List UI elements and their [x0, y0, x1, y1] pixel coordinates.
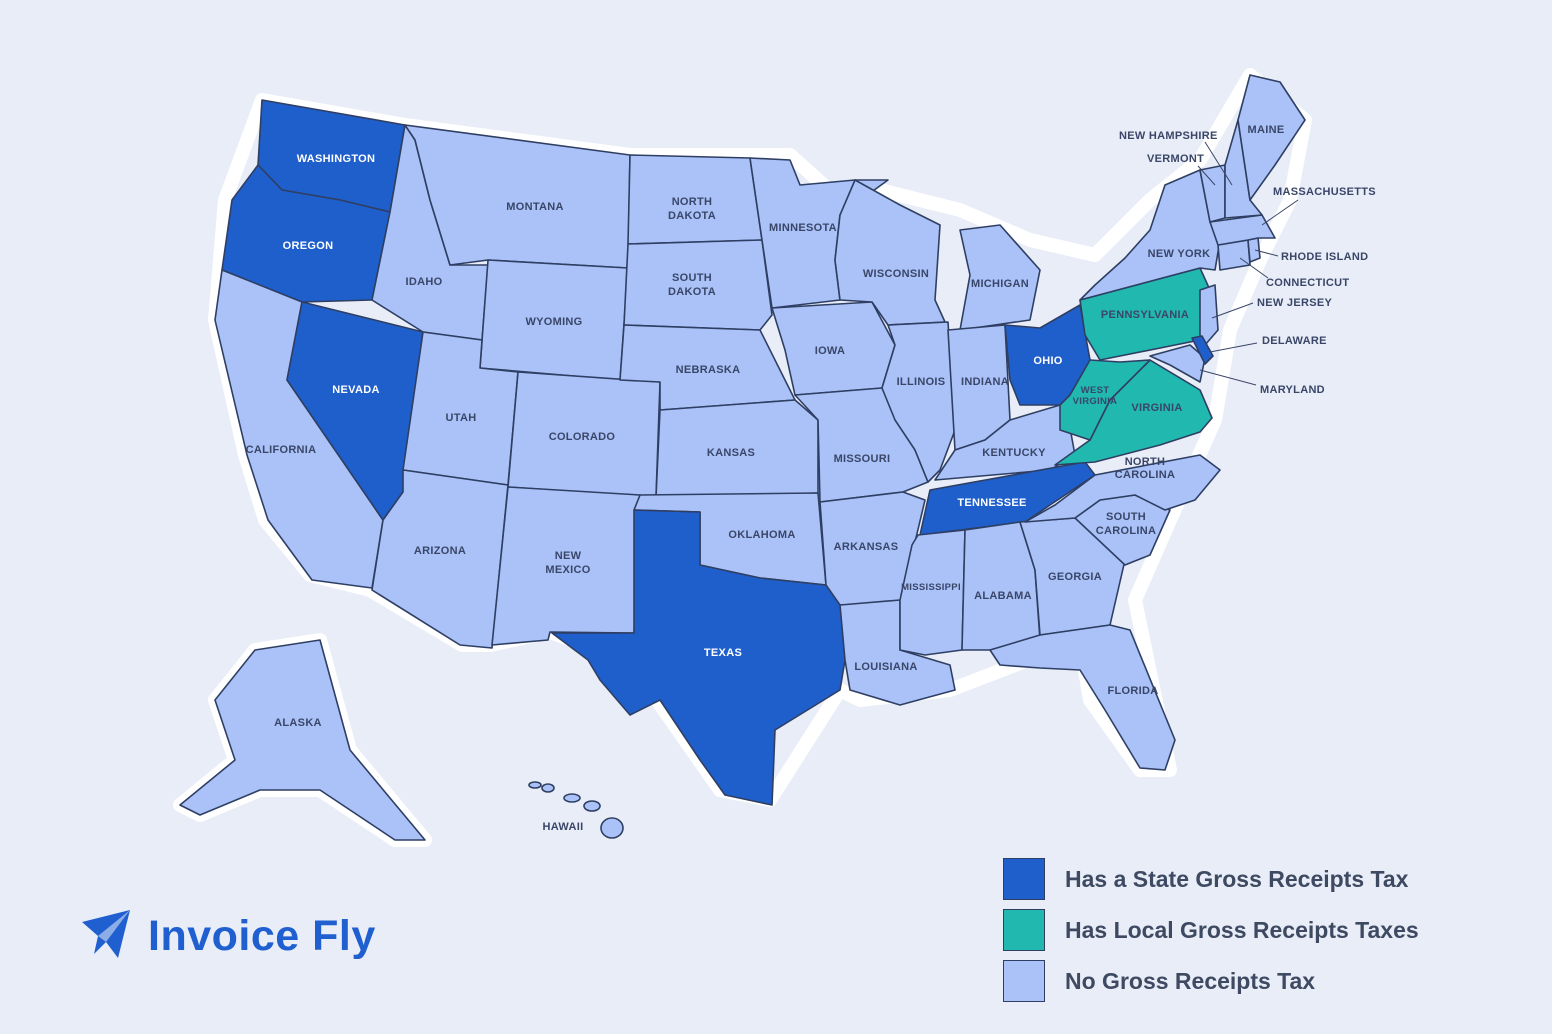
label-california: CALIFORNIA — [246, 444, 317, 456]
label-pennsylvania: PENNSYLVANIA — [1101, 309, 1189, 321]
legend-swatch — [1003, 858, 1045, 900]
legend-label: No Gross Receipts Tax — [1065, 967, 1316, 994]
label-vermont: VERMONT — [1147, 153, 1204, 165]
label-utah: UTAH — [446, 412, 477, 424]
label-new-mexico-2: MEXICO — [545, 564, 590, 576]
label-oklahoma: OKLAHOMA — [728, 529, 795, 541]
label-north-dakota-1: NORTH — [672, 196, 713, 208]
label-kentucky: KENTUCKY — [982, 447, 1046, 459]
state-alaska[interactable] — [179, 639, 426, 841]
label-maryland: MARYLAND — [1260, 384, 1325, 396]
label-iowa: IOWA — [815, 345, 846, 357]
legend-label: Has Local Gross Receipts Taxes — [1065, 916, 1419, 943]
label-alaska: ALASKA — [274, 717, 322, 729]
label-north-carolina-2: CAROLINA — [1115, 469, 1175, 481]
state-michigan[interactable] — [959, 224, 1041, 331]
state-west-virginia[interactable] — [1059, 359, 1151, 441]
label-arizona: ARIZONA — [414, 545, 466, 557]
brand-logo: Invoice Fly — [80, 908, 376, 965]
label-new-hampshire: NEW HAMPSHIRE — [1119, 130, 1218, 142]
state-texas[interactable] — [551, 509, 846, 806]
label-new-york: NEW YORK — [1148, 248, 1211, 260]
label-colorado: COLORADO — [549, 431, 616, 443]
label-florida: FLORIDA — [1108, 685, 1159, 697]
legend-item-local-tax: Has Local Gross Receipts Taxes — [1003, 908, 1419, 952]
label-nevada: NEVADA — [332, 384, 379, 396]
paper-plane-icon — [80, 908, 132, 965]
state-south-dakota[interactable] — [623, 239, 773, 331]
label-south-carolina-2: CAROLINA — [1096, 525, 1156, 537]
label-arkansas: ARKANSAS — [834, 541, 899, 553]
label-idaho: IDAHO — [406, 276, 443, 288]
legend-swatch — [1003, 960, 1045, 1002]
label-michigan: MICHIGAN — [971, 278, 1029, 290]
callout-leaders — [1197, 141, 1299, 386]
state-maine[interactable] — [1237, 74, 1306, 201]
label-ohio: OHIO — [1033, 355, 1062, 367]
label-montana: MONTANA — [506, 201, 564, 213]
legend: Has a State Gross Receipts Tax Has Local… — [1003, 857, 1419, 1010]
label-kansas: KANSAS — [707, 447, 755, 459]
label-louisiana: LOUISIANA — [854, 661, 917, 673]
label-north-dakota-2: DAKOTA — [668, 210, 716, 222]
label-illinois: ILLINOIS — [897, 376, 946, 388]
label-new-jersey: NEW JERSEY — [1257, 297, 1332, 309]
state-labels: WASHINGTON OREGON CALIFORNIA NEVADA IDAH… — [246, 124, 1376, 833]
state-shapes — [179, 74, 1306, 841]
label-delaware: DELAWARE — [1262, 335, 1327, 347]
label-wisconsin: WISCONSIN — [863, 268, 929, 280]
state-north-carolina[interactable] — [1024, 454, 1221, 523]
label-mississippi: MISSISSIPPI — [901, 582, 961, 593]
legend-item-no-tax: No Gross Receipts Tax — [1003, 959, 1419, 1003]
label-tennessee: TENNESSEE — [957, 497, 1026, 509]
state-rhode-island[interactable] — [1247, 237, 1261, 263]
label-south-dakota-1: SOUTH — [672, 272, 712, 284]
label-missouri: MISSOURI — [834, 453, 891, 465]
label-maine: MAINE — [1248, 124, 1285, 136]
state-hawaii[interactable] — [528, 781, 624, 839]
label-washington: WASHINGTON — [297, 153, 376, 165]
label-new-mexico-1: NEW — [555, 550, 582, 562]
label-alabama: ALABAMA — [974, 590, 1032, 602]
label-georgia: GEORGIA — [1048, 571, 1102, 583]
label-north-carolina-1: NORTH — [1125, 456, 1166, 468]
label-minnesota: MINNESOTA — [769, 222, 837, 234]
label-west-virginia-2: VIRGINIA — [1073, 396, 1118, 407]
legend-item-state-tax: Has a State Gross Receipts Tax — [1003, 857, 1419, 901]
label-south-dakota-2: DAKOTA — [668, 286, 716, 298]
label-nebraska: NEBRASKA — [676, 364, 741, 376]
label-wyoming: WYOMING — [525, 316, 582, 328]
state-maryland[interactable] — [1149, 344, 1206, 383]
state-new-hampshire[interactable] — [1224, 119, 1263, 219]
state-new-jersey[interactable] — [1199, 284, 1219, 346]
legend-swatch — [1003, 909, 1045, 951]
state-delaware[interactable] — [1191, 335, 1214, 365]
label-texas: TEXAS — [704, 647, 742, 659]
label-rhode-island: RHODE ISLAND — [1281, 251, 1368, 263]
label-massachusetts: MASSACHUSETTS — [1273, 186, 1376, 198]
state-kansas[interactable] — [655, 399, 819, 498]
label-virginia: VIRGINIA — [1131, 402, 1182, 414]
label-oregon: OREGON — [283, 240, 334, 252]
state-florida[interactable] — [989, 624, 1176, 771]
label-hawaii: HAWAII — [543, 821, 584, 833]
brand-name: Invoice Fly — [148, 912, 376, 960]
label-connecticut: CONNECTICUT — [1266, 277, 1349, 289]
label-south-carolina-1: SOUTH — [1106, 511, 1146, 523]
label-indiana: INDIANA — [961, 376, 1009, 388]
label-west-virginia-1: WEST — [1081, 385, 1110, 396]
legend-label: Has a State Gross Receipts Tax — [1065, 865, 1409, 892]
